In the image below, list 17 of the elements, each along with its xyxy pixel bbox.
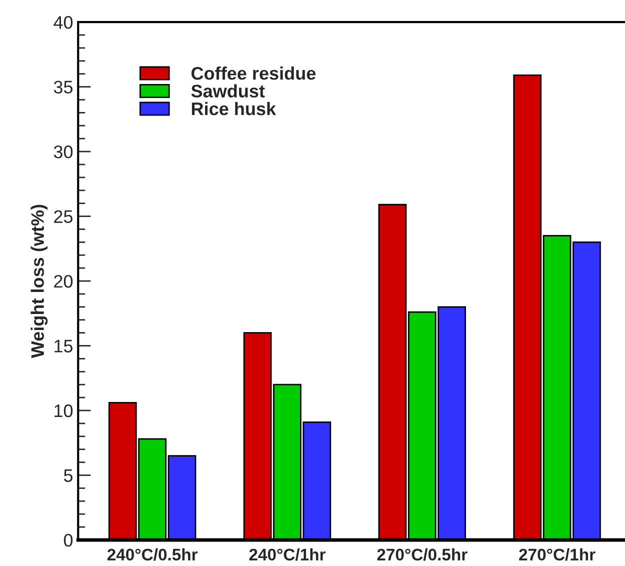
y-tick-label: 5 — [64, 469, 73, 482]
y-axis-title: Weight loss (wt%) — [30, 204, 48, 358]
x-tick-label: 240°C/1hr — [249, 548, 326, 561]
x-tick-label: 240°C/0.5hr — [107, 548, 198, 561]
x-tick-label: 270°C/1hr — [519, 548, 596, 561]
y-tick-label: 20 — [54, 274, 73, 288]
y-tick-label: 10 — [54, 404, 73, 418]
y-tick-label: 25 — [54, 210, 73, 224]
y-tick-label: 30 — [54, 145, 73, 158]
y-tick-label: 35 — [54, 80, 73, 94]
y-tick-label: 15 — [54, 340, 73, 352]
y-tick-label: 0 — [64, 534, 73, 547]
legend-label: Rice husk — [192, 102, 276, 116]
y-tick-label: 40 — [54, 16, 73, 29]
legend-label: Coffee residue — [192, 66, 316, 80]
x-tick-label: 270°C/0.5hr — [377, 548, 468, 561]
legend-label: Sawdust — [191, 84, 265, 98]
